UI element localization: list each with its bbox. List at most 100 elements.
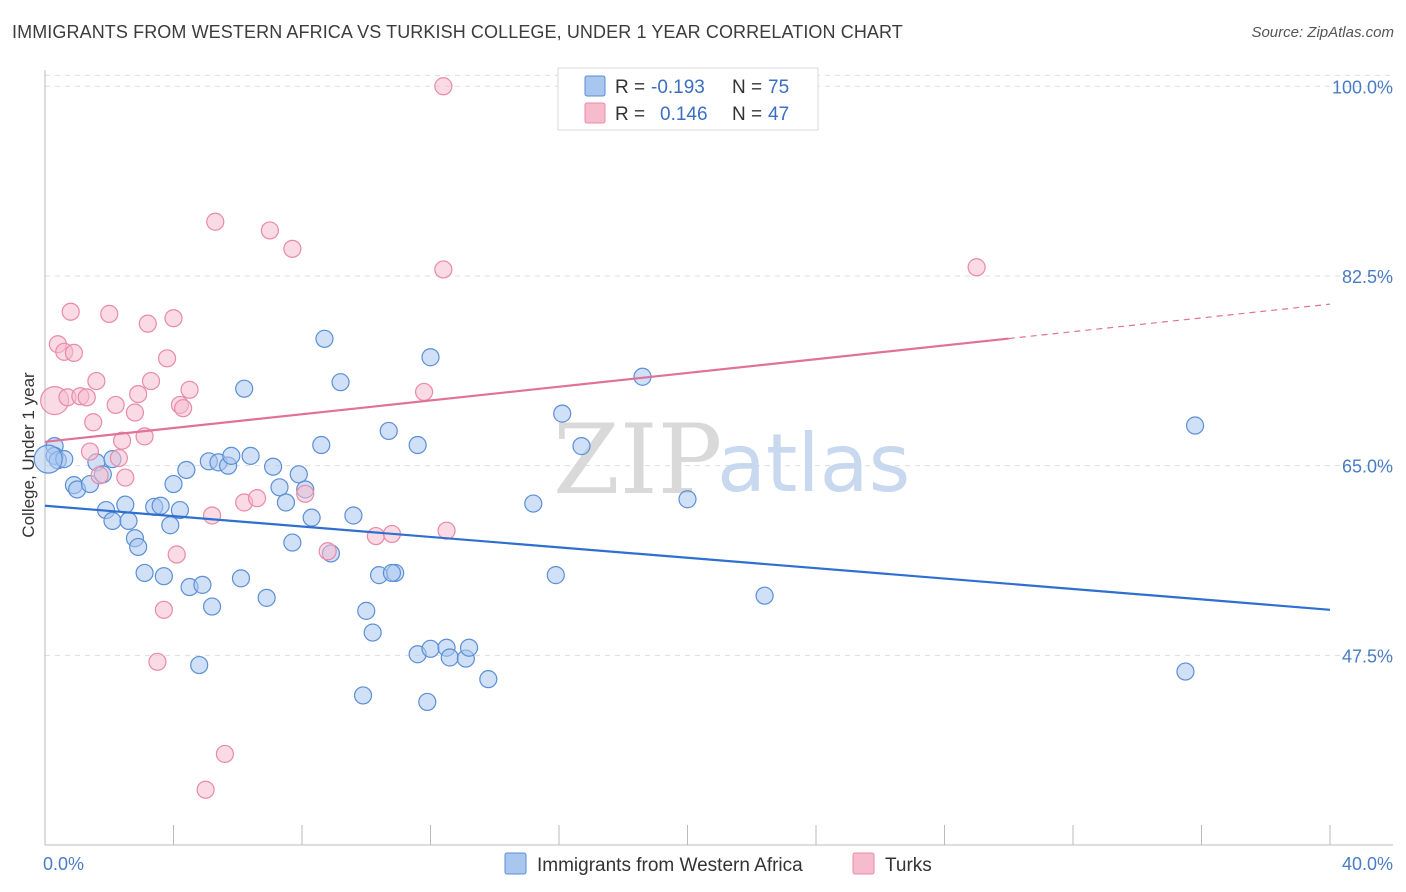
bottom-legend-label-blue: Immigrants from Western Africa [537,855,803,876]
gridlines [45,74,1393,656]
point-turks [206,212,225,231]
point-turks [247,489,267,508]
point-western-africa [1185,416,1205,435]
trend-line-turks [44,337,1009,443]
point-turks [366,526,385,546]
point-turks [154,600,173,619]
point-western-africa [129,537,148,557]
point-western-africa [331,373,350,392]
point-turks [87,371,106,391]
point-turks [167,545,186,564]
point-turks [174,399,193,418]
y-tick-label: 65.0% [1342,457,1393,477]
point-turks [202,506,222,525]
legend-swatch-pink [584,102,606,124]
point-western-africa [235,379,254,398]
legend-blue-r-value: -0.193 [651,77,705,98]
point-western-africa [283,533,302,552]
point-turks [180,380,199,399]
point-turks [125,403,145,422]
series-turks [40,77,986,799]
point-western-africa [553,404,572,423]
point-western-africa [344,506,363,525]
legend-pink-n-value: 47 [768,104,789,125]
point-western-africa [382,563,402,583]
y-tick-label: 47.5% [1342,646,1393,666]
point-western-africa [459,638,479,657]
point-turks [196,780,215,799]
point-western-africa [33,444,63,474]
point-turks [141,371,161,391]
bottom-legend-label-pink: Turks [885,855,932,876]
point-western-africa [479,670,498,689]
point-turks [64,343,84,363]
correlation-legend: R = -0.193 N = 75 R = 0.146 N = 47 [557,67,819,131]
point-turks [157,349,177,368]
point-turks [148,652,167,671]
x-tick-label-max: 40.0% [1342,854,1393,874]
point-western-africa [276,493,296,512]
y-tick-label: 82.5% [1342,267,1393,287]
point-western-africa [546,566,565,585]
legend-pink-n-label: N = [732,104,762,125]
y-axis-label: College, Under 1 year [19,372,38,538]
point-western-africa [312,435,331,455]
point-western-africa [440,648,459,667]
point-western-africa [119,511,138,531]
point-western-africa [202,597,222,616]
point-turks [80,442,100,461]
point-turks [283,239,302,258]
point-turks [100,304,119,323]
point-turks [90,466,109,485]
chart-title: IMMIGRANTS FROM WESTERN AFRICA VS TURKIS… [12,22,903,42]
point-western-africa [353,686,373,705]
trend-line-turks-extension [1008,303,1331,340]
point-western-africa [193,575,212,594]
point-turks [106,395,125,415]
point-turks [61,302,80,321]
point-turks [116,468,135,487]
point-turks [109,448,128,468]
point-western-africa [302,508,321,527]
legend-pink-r-label: R = [615,104,645,125]
point-western-africa [231,569,251,588]
point-western-africa [170,500,190,520]
point-western-africa [103,511,122,531]
point-western-africa [116,495,135,514]
point-western-africa [421,639,440,658]
point-western-africa [421,348,440,367]
point-turks [84,413,103,432]
point-western-africa [572,437,591,456]
point-western-africa [270,478,289,497]
point-turks [138,314,157,333]
point-western-africa [241,446,260,465]
trend-lines [44,303,1331,611]
point-western-africa [357,601,376,620]
point-turks [434,260,453,279]
point-western-africa [161,516,180,535]
point-turks [414,382,434,402]
watermark: ZIP atlas [553,404,910,516]
point-turks [112,431,132,450]
legend-blue-n-value: 75 [768,77,789,98]
point-western-africa [524,494,543,513]
point-western-africa [177,460,196,480]
point-western-africa [154,567,173,586]
y-tick-label: 100.0% [1332,77,1393,97]
point-western-africa [164,474,183,494]
point-turks [164,309,183,328]
point-turks [260,221,279,240]
point-turks [437,521,456,540]
watermark-zip: ZIP [553,404,722,516]
legend-blue-r-label: R = [615,77,645,98]
point-western-africa [263,457,283,476]
series-western-africa [33,329,1205,712]
point-western-africa [222,446,241,465]
point-western-africa [379,421,398,441]
point-turks [215,744,234,764]
point-turks [434,77,453,96]
point-western-africa [151,496,170,515]
point-turks [318,542,337,561]
x-tick-label-min: 0.0% [43,854,84,874]
point-western-africa [190,655,209,675]
